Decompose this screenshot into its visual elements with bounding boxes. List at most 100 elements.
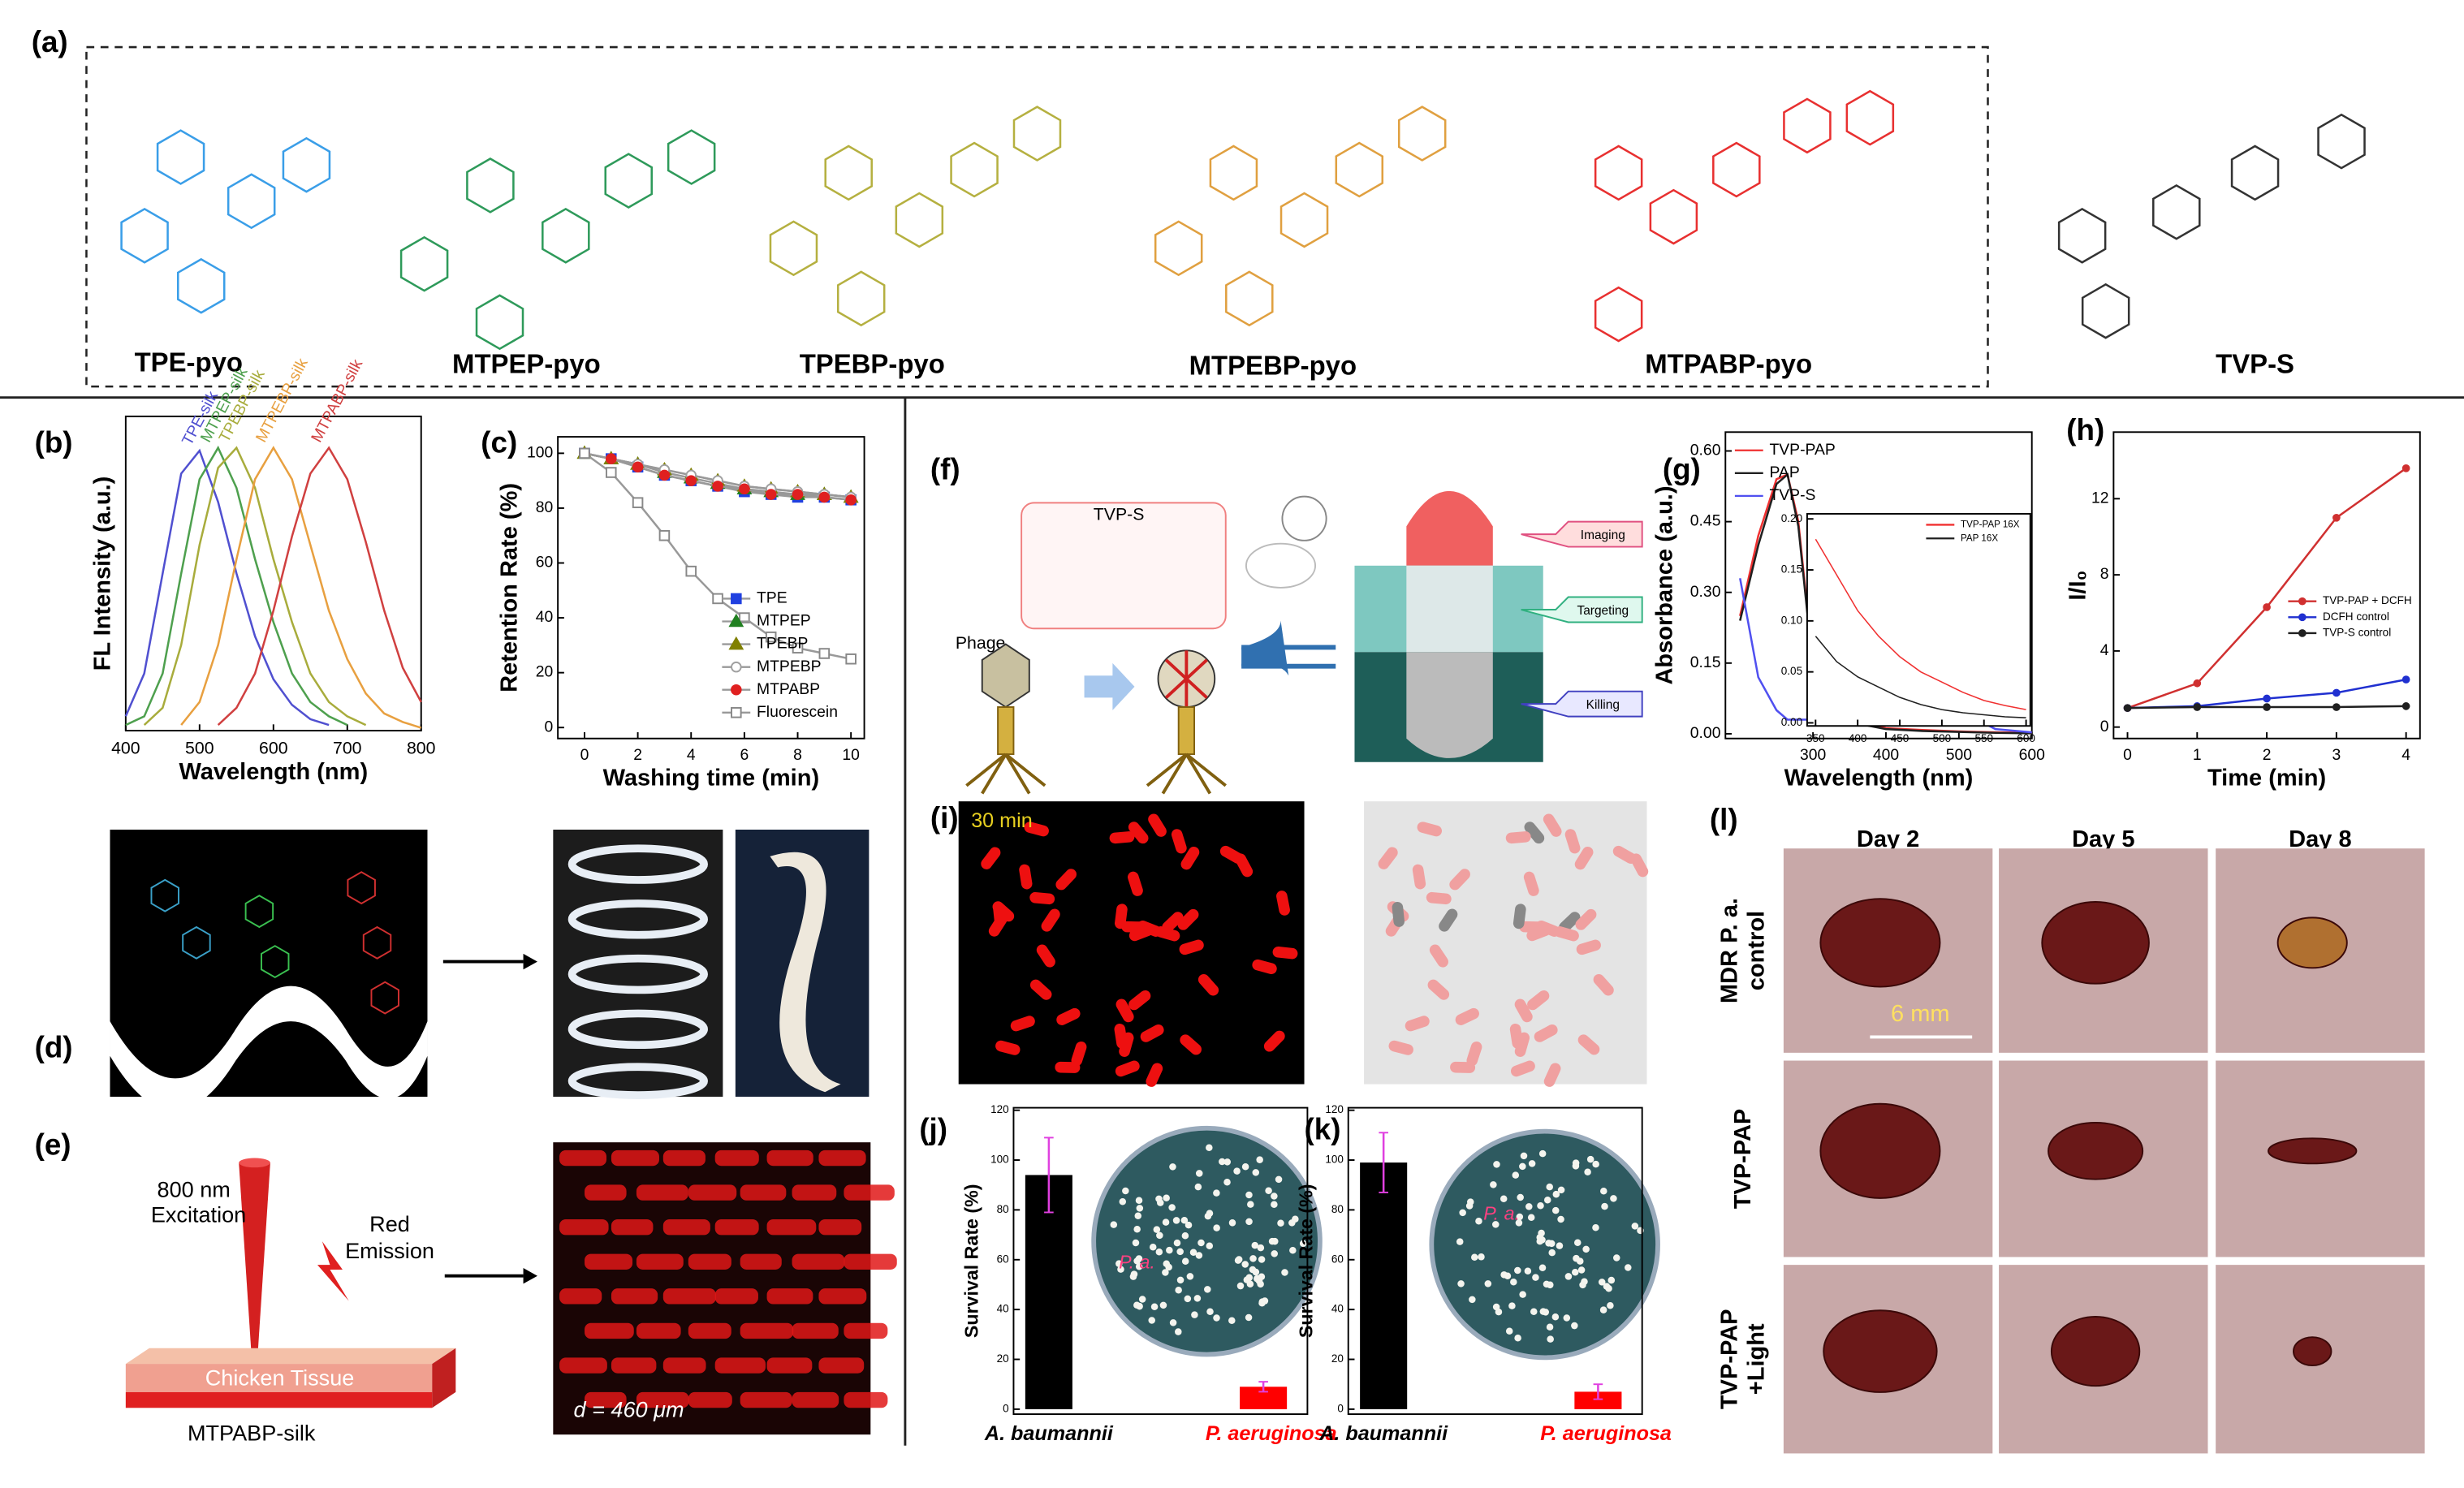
silk-spiral xyxy=(567,844,708,1099)
ring xyxy=(475,294,524,351)
colony xyxy=(1173,1239,1181,1247)
fiber xyxy=(818,1288,867,1305)
colony xyxy=(1551,1206,1560,1214)
y-tick-label: 20 xyxy=(997,1352,1009,1365)
colony xyxy=(1490,1181,1497,1188)
wound xyxy=(1819,898,1941,988)
colony xyxy=(1475,1217,1482,1225)
rod xyxy=(1429,944,1448,968)
ring xyxy=(1783,97,1832,154)
wound xyxy=(1823,1309,1938,1393)
colony xyxy=(1169,1163,1176,1171)
y-tick-label: 0.10 xyxy=(1781,614,1802,626)
x-tick-label: 2 xyxy=(633,746,642,764)
fiber xyxy=(636,1391,689,1408)
tag xyxy=(1521,596,1643,623)
marker xyxy=(765,631,777,643)
fiber xyxy=(688,1391,732,1408)
bacterium xyxy=(1406,490,1493,566)
ring xyxy=(244,895,274,929)
panel-label: (b) xyxy=(35,425,73,459)
category-label: P. aeruginosa xyxy=(1206,1422,1337,1445)
x-tick-label: 3 xyxy=(2332,746,2341,764)
series-line xyxy=(217,446,422,726)
legend-marker xyxy=(731,684,742,696)
fiber xyxy=(792,1184,837,1201)
ring xyxy=(1397,106,1447,162)
colony xyxy=(1189,1249,1197,1257)
colony xyxy=(1135,1255,1143,1262)
legend-marker xyxy=(2298,613,2306,622)
chart: 0.00 0.05 0.10 0.15 0.20 350 400 450 500 550 600 TV… xyxy=(1781,512,2035,744)
legend-marker xyxy=(2298,629,2306,637)
marker xyxy=(845,653,857,665)
marker xyxy=(632,497,644,508)
day-label: Day 2 xyxy=(1857,826,1919,852)
ring xyxy=(2081,283,2130,339)
rod xyxy=(1514,1032,1530,1057)
colony xyxy=(1600,1188,1607,1195)
rod xyxy=(1466,1041,1482,1067)
fiber xyxy=(766,1288,813,1305)
colony xyxy=(1508,1302,1516,1309)
colony xyxy=(1601,1202,1608,1210)
colony xyxy=(1532,1274,1539,1281)
colony xyxy=(1281,1269,1288,1276)
fiber xyxy=(585,1391,627,1408)
inset-bg xyxy=(1806,513,2030,727)
fiber xyxy=(844,1322,888,1339)
colony xyxy=(1516,1213,1524,1221)
colony xyxy=(1148,1317,1155,1324)
laser-beam xyxy=(239,1158,270,1168)
rod xyxy=(1109,831,1135,844)
marker xyxy=(2401,675,2410,684)
colony xyxy=(1181,1231,1189,1240)
chart: 400 500 600 700 800 Wavelength (nm) FL Intensi… xyxy=(89,355,435,785)
colony xyxy=(1169,1319,1177,1326)
ring xyxy=(1209,144,1258,201)
colony xyxy=(1571,1322,1578,1330)
fiber xyxy=(688,1253,731,1270)
rod xyxy=(1455,1007,1479,1025)
y-tick-label: 100 xyxy=(990,1154,1009,1166)
ring xyxy=(150,878,179,912)
rod xyxy=(1263,1030,1285,1052)
fiber xyxy=(585,1184,627,1201)
rod xyxy=(1148,813,1167,837)
legend-marker xyxy=(728,636,744,650)
series-line xyxy=(125,445,348,727)
legend-label: PAP 16X xyxy=(1961,533,1998,543)
colony xyxy=(1228,1317,1236,1325)
fiber xyxy=(818,1219,862,1236)
ring xyxy=(1012,106,1062,162)
colony xyxy=(1271,1250,1278,1257)
y-tick-label: 100 xyxy=(527,443,553,461)
fiber xyxy=(740,1253,782,1270)
y-tick-label: 20 xyxy=(1331,1352,1344,1365)
legend-marker xyxy=(731,593,742,605)
legend-label: MTPEBP xyxy=(757,658,822,675)
rod xyxy=(1378,847,1398,869)
rod xyxy=(993,901,1006,927)
compound-name: TPEBP-pyo xyxy=(800,349,945,379)
rod xyxy=(1554,926,1579,942)
series-line xyxy=(1815,636,2026,718)
chart: 0 20 40 60 80 100 120 Survival Rate (%) A. bauma… xyxy=(960,1103,1336,1445)
emission-label: Emission xyxy=(345,1238,434,1263)
x-tick-label: 350 xyxy=(1806,732,1825,744)
x-tick-label: 600 xyxy=(2017,732,2035,744)
marker xyxy=(658,469,671,481)
colony xyxy=(1557,1215,1564,1223)
colony xyxy=(1527,1214,1535,1222)
x-tick-label: 4 xyxy=(687,746,696,764)
tissue-slab xyxy=(125,1348,456,1365)
colony xyxy=(1134,1212,1142,1220)
legend-label: TVP-S xyxy=(1769,486,1815,504)
colony xyxy=(1204,1286,1211,1293)
rod xyxy=(1439,908,1458,932)
colony xyxy=(1528,1160,1536,1167)
colony xyxy=(1538,1264,1547,1271)
function-label: Targeting xyxy=(1577,604,1629,618)
